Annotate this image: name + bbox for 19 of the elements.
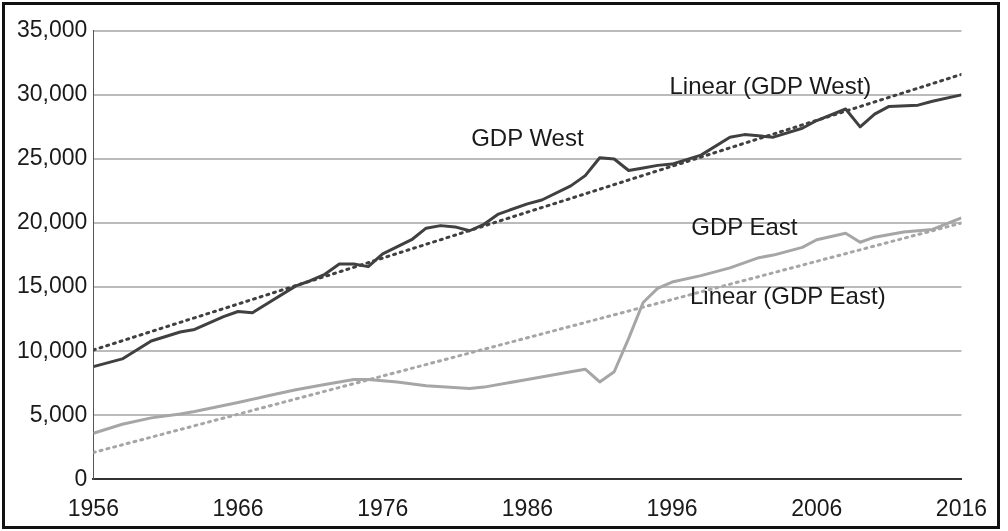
series-label: GDP East bbox=[691, 213, 798, 241]
x-tick-label: 1966 bbox=[212, 494, 264, 521]
x-tick-label: 2006 bbox=[791, 494, 843, 521]
y-tick-label: 0 bbox=[74, 464, 88, 491]
series-label: GDP West bbox=[471, 124, 584, 152]
y-tick-label: 30,000 bbox=[16, 80, 88, 107]
x-tick-label: 1976 bbox=[357, 494, 409, 521]
y-tick-label: 20,000 bbox=[16, 208, 88, 235]
x-tick-label: 1996 bbox=[646, 494, 698, 521]
series-label: Linear (GDP West) bbox=[669, 71, 872, 99]
x-tick-label: 2016 bbox=[935, 494, 987, 521]
x-tick-label: 1986 bbox=[501, 494, 553, 521]
series-label: Linear (GDP East) bbox=[689, 281, 886, 309]
y-tick-label: 35,000 bbox=[16, 16, 88, 43]
y-tick-label: 25,000 bbox=[16, 144, 88, 171]
y-tick-label: 10,000 bbox=[16, 336, 88, 363]
x-tick-label: 1956 bbox=[67, 494, 119, 521]
y-tick-label: 5,000 bbox=[29, 400, 88, 427]
y-tick-label: 15,000 bbox=[16, 272, 88, 299]
